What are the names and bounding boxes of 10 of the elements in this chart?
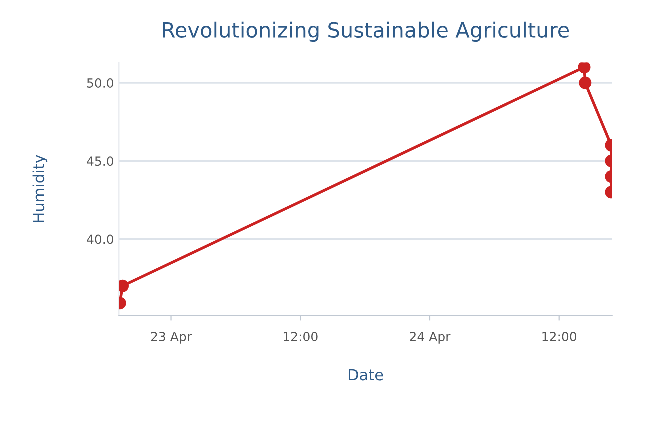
y-tick-label: 40.0 bbox=[87, 234, 114, 244]
y-axis-title: Humidity bbox=[32, 155, 48, 222]
x-tick-label: 12:00 bbox=[542, 332, 577, 342]
x-tick-label: 12:00 bbox=[284, 332, 318, 342]
y-tick-label: 45.0 bbox=[87, 156, 114, 166]
x-tick-label: 24 Apr bbox=[410, 332, 451, 344]
x-tick-label: 23 Apr bbox=[151, 332, 192, 344]
y-tick-label: 50.0 bbox=[87, 78, 114, 88]
x-axis-title: Date bbox=[348, 369, 384, 381]
chart-title: Revolutionizing Sustainable Agriculture bbox=[163, 22, 570, 42]
